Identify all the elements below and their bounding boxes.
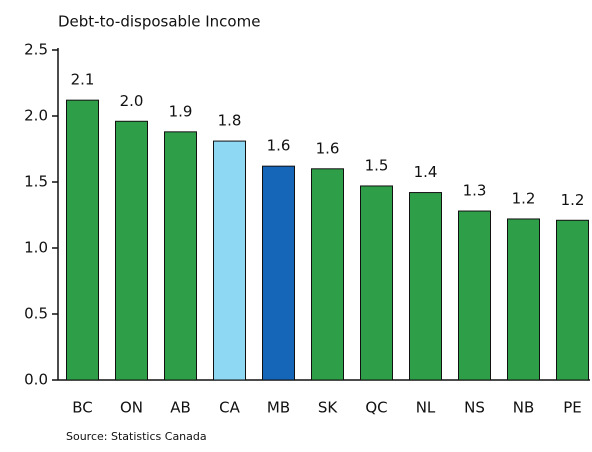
x-tick-label: AB (170, 399, 191, 417)
x-tick-label: CA (219, 399, 240, 417)
value-label: 1.3 (463, 182, 487, 200)
y-tick-label: 1.0 (24, 239, 48, 257)
value-label: 1.5 (365, 156, 389, 174)
x-tick-label: NS (464, 399, 485, 417)
source: Source: Statistics Canada (66, 430, 207, 443)
value-label: 2.1 (71, 71, 95, 89)
bar (262, 165, 295, 381)
bar (164, 131, 197, 381)
y-tick-label: 0.5 (24, 305, 48, 323)
value-label: 1.9 (169, 102, 193, 120)
bar (458, 210, 491, 381)
bar (311, 168, 344, 381)
value-label: 1.8 (218, 112, 242, 130)
value-label: 2.0 (120, 92, 144, 110)
chart-title: Debt-to-disposable Income (58, 13, 260, 31)
x-tick-label: MB (267, 399, 290, 417)
value-label: 1.2 (561, 191, 585, 209)
x-tick-label: QC (365, 399, 387, 417)
y-tick-label: 0.0 (24, 371, 48, 389)
x-tick-label: BC (72, 399, 93, 417)
bar (507, 218, 540, 381)
bar (213, 140, 246, 381)
x-tick-label: ON (120, 399, 143, 417)
value-label: 1.2 (512, 189, 536, 207)
y-tick-label: 2.0 (24, 107, 48, 125)
bar (66, 99, 99, 381)
bar (556, 219, 589, 381)
y-tick-label: 1.5 (24, 173, 48, 191)
bar (360, 185, 393, 381)
bar (409, 192, 442, 381)
value-label: 1.6 (267, 137, 291, 155)
x-tick-label: NB (513, 399, 535, 417)
bar (115, 120, 148, 381)
x-tick-label: SK (318, 399, 339, 417)
value-label: 1.6 (316, 139, 340, 157)
value-label: 1.4 (414, 163, 438, 181)
y-tick-label: 2.5 (24, 41, 48, 59)
x-tick-label: NL (416, 399, 436, 417)
x-tick-label: PE (563, 399, 582, 417)
